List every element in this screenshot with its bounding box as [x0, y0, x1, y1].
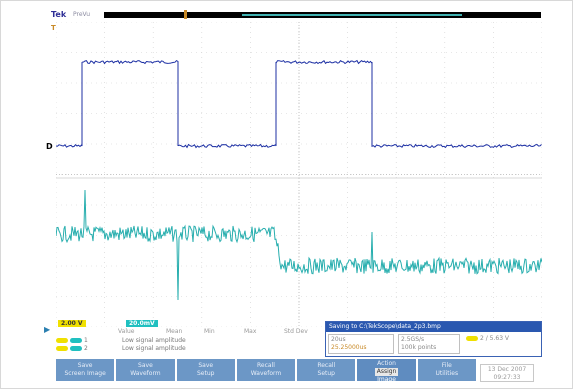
measurement-row[interactable]: 1 Low signal amplitude [56, 337, 326, 344]
button-label: File [441, 362, 452, 369]
meas-value: Low signal amplitude [122, 337, 186, 344]
ch1-pill [56, 346, 68, 351]
meas-ch: 1 [84, 337, 88, 344]
assign-action-button[interactable]: Action Assign Image [356, 358, 417, 383]
meas-header-value: Value [118, 328, 135, 335]
ch1-ground-marker[interactable]: D [46, 142, 53, 151]
status-info-panel: Saving to C:\TekScope\data_2p3.bmp 20us … [325, 321, 542, 357]
button-label: Recall [257, 362, 275, 369]
trigger-level-value: 2 / 5.63 V [480, 335, 510, 342]
button-label: Save [138, 362, 153, 369]
recall-setup-button[interactable]: Recall Setup [296, 358, 357, 382]
ch1-waveform [56, 59, 542, 149]
recall-waveform-button[interactable]: Recall Waveform [235, 358, 297, 382]
record-trigger-marker [184, 10, 187, 19]
ch1-trigger-marker[interactable]: T [51, 24, 56, 32]
meas-header-min: Min [204, 328, 215, 335]
timebase-value: 20us [331, 336, 346, 343]
button-label: Image [377, 376, 396, 383]
timebase-readout[interactable]: 20us 25.25000us [328, 334, 394, 354]
button-label: Setup [196, 370, 215, 377]
ch2-ground-marker[interactable]: ▶ [44, 325, 51, 334]
button-label: Setup [317, 370, 335, 377]
save-setup-button[interactable]: Save Setup [175, 358, 236, 382]
acquisition-mode: PreVu [73, 11, 91, 18]
meas-ch: 2 [84, 345, 88, 352]
trigger-source-pill [466, 336, 478, 341]
button-label: Save [198, 362, 214, 369]
button-label: Waveform [130, 370, 161, 377]
measurement-row[interactable]: 2 Low signal amplitude [56, 345, 326, 352]
ch2-pill [70, 338, 82, 343]
sample-rate-value: 2.5GS/s [401, 336, 425, 343]
meas-header-max: Max [244, 328, 257, 335]
button-label: Action [377, 360, 396, 367]
acquisition-readout[interactable]: 2.5GS/s 100k points [398, 334, 460, 354]
trigger-delay-value: 25.25000us [331, 344, 367, 351]
button-label: Assign [374, 368, 399, 376]
record-length-value: 100k points [401, 344, 437, 351]
save-screen-image-button[interactable]: Save Screen Image [55, 358, 116, 382]
ch1-pill [56, 338, 68, 343]
save-waveform-button[interactable]: Save Waveform [115, 358, 176, 382]
measurement-panel: 2.00 V 20.0mV Value Mean Min Max Std Dev… [56, 320, 522, 356]
brand-label: Tek [51, 10, 67, 19]
button-label: Screen Image [64, 370, 106, 377]
record-view-bar[interactable] [104, 10, 541, 19]
button-label: Utilities [435, 370, 459, 377]
date-time-display: 13 Dec 2007 09:27:33 [480, 364, 534, 382]
button-label: Recall [317, 362, 336, 369]
button-label: Save [77, 362, 93, 369]
meas-header-stddev: Std Dev [284, 328, 308, 335]
trigger-readout[interactable]: 2 / 5.63 V [464, 334, 538, 354]
time-value: 09:27:33 [493, 374, 521, 381]
ch2-waveform [56, 189, 542, 301]
file-utilities-button[interactable]: File Utilities [416, 358, 477, 382]
bottom-menu: Save Screen Image Save Waveform Save Setup … [55, 358, 477, 383]
ch2-pill [70, 346, 82, 351]
save-status-title: Saving to C:\TekScope\data_2p3.bmp [326, 322, 541, 332]
ch1-scale-badge[interactable]: 2.00 V [58, 320, 86, 327]
ch2-scale-badge[interactable]: 20.0mV [126, 320, 158, 327]
waveform-display[interactable] [56, 22, 542, 327]
meas-header-mean: Mean [166, 328, 183, 335]
date-value: 13 Dec 2007 [487, 366, 527, 373]
meas-value: Low signal amplitude [122, 345, 186, 352]
header-bar: Tek PreVu [49, 10, 542, 23]
record-view-window [242, 14, 462, 16]
button-label: Waveform [250, 370, 282, 377]
graticule-grid [56, 22, 542, 327]
